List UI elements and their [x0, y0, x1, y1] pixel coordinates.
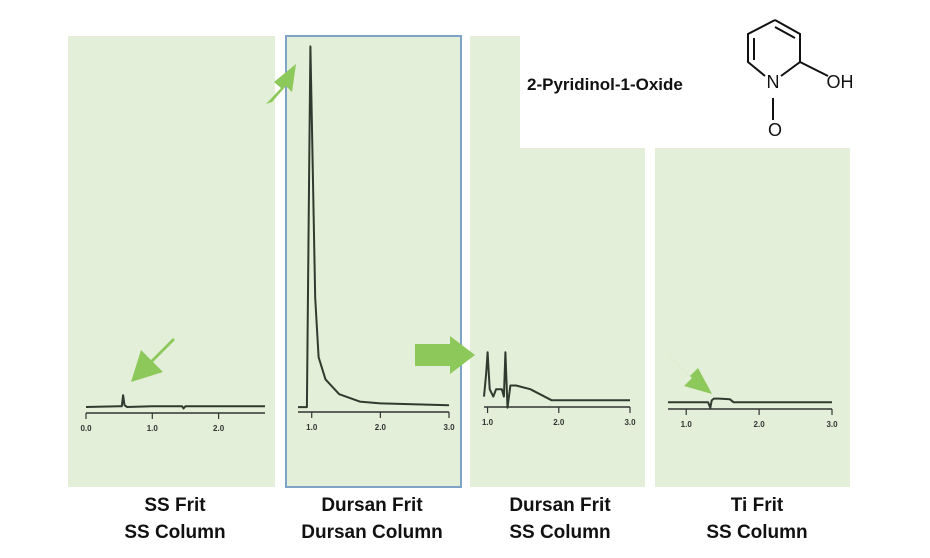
trace	[668, 397, 832, 409]
title: 2-Pyridinol-1-Oxide	[527, 75, 683, 94]
x-tick-label: 2.0	[375, 423, 387, 432]
panel-caption: Dursan Frit	[321, 495, 423, 516]
panel-caption: SS Frit	[144, 495, 206, 516]
x-tick-label: 1.0	[147, 424, 159, 433]
panel-caption: SS Column	[124, 522, 225, 543]
trace	[483, 351, 630, 409]
x-tick-label: 2.0	[553, 418, 565, 427]
x-tick-label: 1.0	[306, 423, 318, 432]
x-tick-label: 3.0	[826, 420, 838, 429]
x-tick-label: 2.0	[213, 424, 225, 433]
x-tick-label: 1.0	[681, 420, 693, 429]
atom-label: OH	[827, 72, 854, 92]
x-tick-label: 2.0	[754, 420, 766, 429]
x-tick-label: 3.0	[624, 418, 636, 427]
panel-caption: SS Column	[706, 522, 807, 543]
trace	[298, 45, 450, 409]
panel-caption: Dursan Frit	[509, 495, 611, 516]
panel-bg	[470, 36, 645, 487]
x-tick-label: 1.0	[482, 418, 494, 427]
molecule-bonds	[747, 19, 829, 120]
atom-label: N	[767, 72, 780, 92]
arrows	[131, 64, 712, 394]
panel-caption: Ti Frit	[731, 495, 784, 516]
atom-label: O	[768, 120, 782, 140]
panel-bg	[68, 36, 275, 487]
panel-bg	[655, 148, 850, 487]
x-tick-label: 0.0	[80, 424, 92, 433]
panel-caption: Dursan Column	[301, 522, 442, 543]
panel-caption: SS Column	[509, 522, 610, 543]
x-tick-label: 3.0	[443, 423, 455, 432]
trace	[85, 394, 265, 410]
